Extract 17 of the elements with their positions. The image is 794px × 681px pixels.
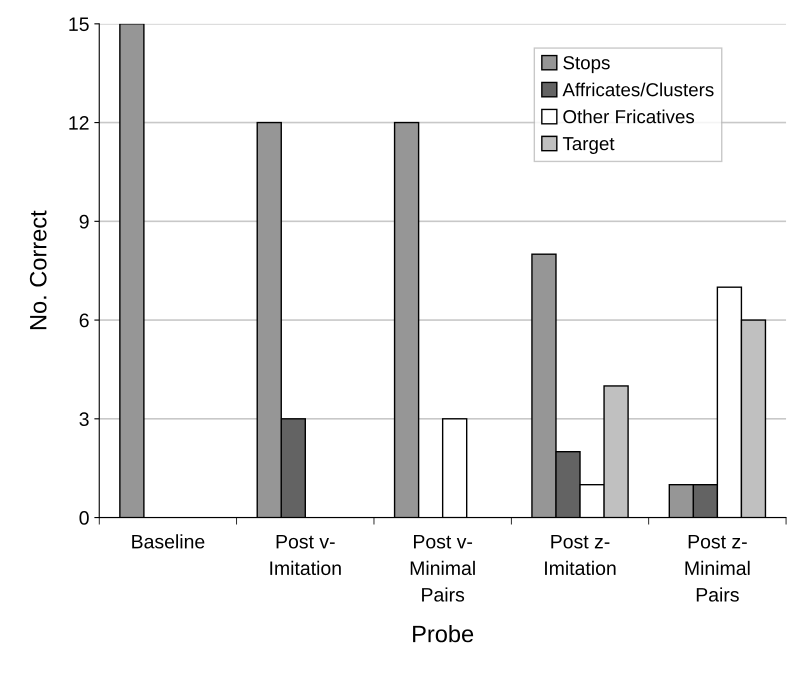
legend-label: Stops — [563, 56, 610, 74]
x-tick-label: Post v- Imitation — [270, 534, 341, 576]
x-axis-title: Probe — [413, 624, 474, 642]
x-tick-label: Post v- Minimal Pairs — [410, 534, 475, 602]
y-tick-label: 15 — [69, 18, 89, 32]
y-axis-title: No. Correct — [30, 210, 47, 330]
x-tick-label: Baseline — [132, 534, 204, 549]
y-tick-label: 6 — [80, 314, 89, 328]
legend-label: Target — [562, 137, 614, 154]
y-tick-label: 9 — [80, 214, 89, 229]
y-tick-label: 0 — [79, 511, 89, 525]
legend-label: Affricates/Clusters — [562, 82, 714, 96]
y-tick-label: 12 — [69, 116, 89, 130]
legend-label: Other Fricatives — [563, 110, 694, 124]
x-tick-label: Post z- Minimal Pairs — [685, 534, 750, 602]
y-tick-label: 3 — [79, 412, 89, 426]
x-tick-label: Post z- Imitation — [545, 534, 616, 576]
